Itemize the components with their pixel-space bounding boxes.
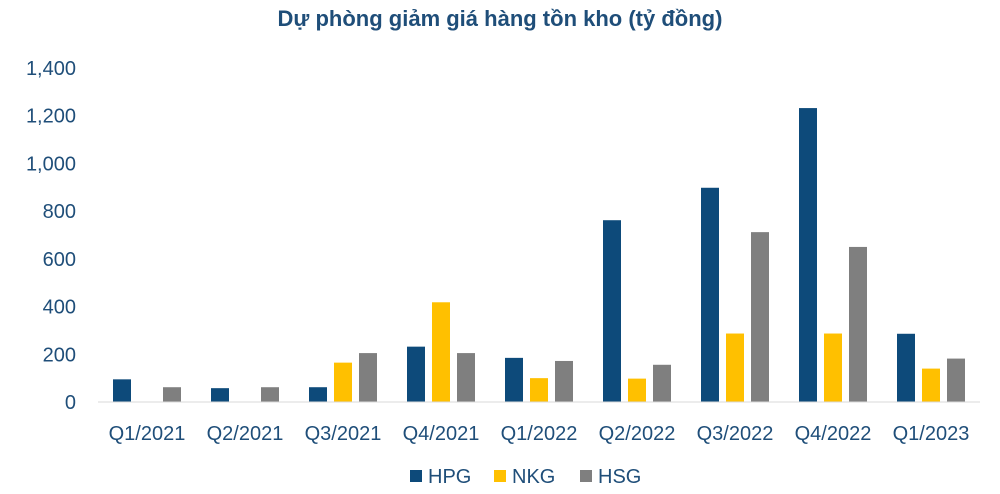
x-tick-label: Q2/2021 — [207, 423, 284, 445]
bar-hpg-q2-2022 — [603, 220, 621, 402]
y-axis: 0 200 400 600 800 1,000 1,200 1,400 — [26, 58, 76, 414]
y-tick-label: 400 — [43, 297, 76, 319]
bar-nkg-q4-2022 — [824, 333, 842, 402]
bar-nkg-q4-2021 — [432, 302, 450, 402]
bar-hsg-q1-2023 — [947, 358, 965, 402]
bar-hpg-q3-2022 — [701, 187, 719, 402]
bars-group — [113, 108, 965, 402]
y-tick-label: 1,400 — [26, 58, 76, 80]
bar-hpg-q1-2022 — [505, 357, 523, 402]
bar-nkg-q3-2021 — [334, 362, 352, 402]
x-tick-label: Q1/2023 — [893, 423, 970, 445]
legend-swatch-nkg — [494, 470, 506, 482]
y-tick-label: 1,000 — [26, 153, 76, 175]
legend-label-hpg: HPG — [428, 466, 471, 488]
y-tick-label: 0 — [65, 392, 76, 414]
legend-label-hsg: HSG — [598, 466, 641, 488]
x-tick-label: Q2/2022 — [599, 423, 676, 445]
bar-hpg-q2-2021 — [211, 388, 229, 402]
x-tick-label: Q4/2022 — [795, 423, 872, 445]
legend-swatch-hsg — [580, 470, 592, 482]
y-tick-label: 200 — [43, 344, 76, 366]
x-axis: Q1/2021 Q2/2021 Q3/2021 Q4/2021 Q1/2022 Q2/20… — [98, 401, 980, 445]
bar-nkg-q3-2022 — [726, 333, 744, 402]
bar-hpg-q3-2021 — [309, 387, 327, 402]
y-tick-label: 800 — [43, 201, 76, 223]
x-tick-label: Q1/2022 — [501, 423, 578, 445]
bar-hpg-q1-2023 — [897, 333, 915, 402]
bar-hsg-q4-2021 — [457, 353, 475, 402]
bar-nkg-q2-2022 — [628, 378, 646, 402]
x-tick-label: Q1/2021 — [109, 423, 186, 445]
bar-hsg-q1-2022 — [555, 360, 573, 402]
bar-hsg-q3-2022 — [751, 232, 769, 402]
bar-hsg-q3-2021 — [359, 353, 377, 402]
bar-hsg-q2-2022 — [653, 364, 671, 402]
legend: HPG NKG HSG — [410, 466, 641, 488]
bar-hsg-q4-2022 — [849, 246, 867, 402]
x-tick-label: Q4/2021 — [403, 423, 480, 445]
y-tick-label: 1,200 — [26, 106, 76, 128]
x-tick-label: Q3/2021 — [305, 423, 382, 445]
bar-hpg-q1-2021 — [113, 379, 131, 402]
bar-nkg-q1-2023 — [922, 368, 940, 402]
y-tick-label: 600 — [43, 249, 76, 271]
bar-hpg-q4-2022 — [799, 108, 817, 402]
legend-swatch-hpg — [410, 470, 422, 482]
bar-hpg-q4-2021 — [407, 346, 425, 402]
bar-hsg-q1-2021 — [163, 387, 181, 402]
bar-hsg-q2-2021 — [261, 387, 279, 402]
chart-title: Dự phòng giảm giá hàng tồn kho (tỷ đồng) — [277, 6, 723, 31]
legend-label-nkg: NKG — [512, 466, 555, 488]
x-tick-label: Q3/2022 — [697, 423, 774, 445]
bar-nkg-q1-2022 — [530, 378, 548, 402]
